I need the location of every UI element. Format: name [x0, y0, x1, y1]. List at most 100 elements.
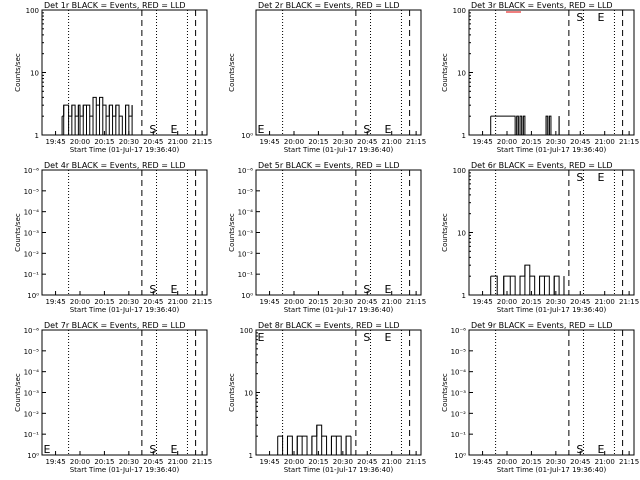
- x-tick-label: 21:15: [192, 298, 212, 306]
- y-tick-label: 100: [453, 7, 466, 15]
- x-tick-label: 20:45: [357, 138, 377, 146]
- plot-frame: [41, 169, 208, 296]
- panel-title: Det 4r BLACK = Events, RED = LLD: [44, 161, 186, 170]
- marker-e: E: [44, 443, 51, 456]
- y-tick-label: 10⁰: [27, 292, 39, 300]
- marker-s: S: [149, 443, 156, 456]
- marker-s: S: [576, 171, 583, 184]
- x-tick-label: 21:00: [168, 458, 188, 466]
- y-tick-label: 100: [453, 167, 466, 175]
- y-tick-label: 10⁻⁶: [451, 327, 467, 335]
- detector-panel-3: Det 3r BLACK = Events, RED = LLD 1 10 100 Co…: [441, 1, 639, 154]
- x-tick-label: 21:00: [168, 138, 188, 146]
- y-tick-label: 10⁻³: [451, 390, 467, 398]
- x-tick-label: 19:45: [472, 458, 492, 466]
- x-tick-label: 20:00: [497, 458, 517, 466]
- panel-title: Det 1r BLACK = Events, RED = LLD: [44, 1, 186, 10]
- y-tick-label: 100: [26, 7, 39, 15]
- marker-s: S: [149, 283, 156, 296]
- y-tick-label: 10⁻¹: [24, 271, 40, 279]
- events-series-line: [277, 424, 351, 456]
- x-axis-label: Start Time (01-Jul-17 19:36:40): [70, 306, 180, 314]
- y-tick-label: 1: [462, 132, 466, 140]
- marker-s: S: [363, 283, 370, 296]
- marker-e: E: [171, 123, 178, 136]
- plot-frame: [468, 329, 635, 456]
- x-axis-label: Start Time (01-Jul-17 19:36:40): [284, 466, 394, 474]
- y-tick-label: 10⁻³: [238, 230, 254, 238]
- detector-panel-5: Det 5r BLACK = Events, RED = LLD 10⁰ 10⁻¹ 1…: [228, 161, 426, 314]
- y-tick-label: 10⁻³: [24, 390, 40, 398]
- x-tick-label: 19:45: [259, 298, 279, 306]
- y-tick-label: 1: [462, 292, 466, 300]
- x-tick-label: 20:45: [143, 298, 163, 306]
- x-tick-label: 21:00: [595, 458, 615, 466]
- x-tick-label: 20:45: [570, 458, 590, 466]
- y-axis-label: Counts/sec: [14, 373, 22, 412]
- y-tick-label: 10⁰: [241, 292, 253, 300]
- y-tick-label: 10⁻²: [24, 250, 40, 258]
- x-tick-label: 21:15: [406, 458, 426, 466]
- x-tick-label: 21:15: [406, 298, 426, 306]
- events-series-line: [490, 264, 565, 296]
- panel-title: Det 5r BLACK = Events, RED = LLD: [258, 161, 400, 170]
- y-tick-label: 10: [457, 230, 466, 238]
- x-tick-label: 20:45: [143, 138, 163, 146]
- x-axis-label: Start Time (01-Jul-17 19:36:40): [70, 466, 180, 474]
- x-tick-label: 20:15: [308, 458, 328, 466]
- y-tick-label: 1: [35, 132, 39, 140]
- x-tick-label: 21:15: [192, 458, 212, 466]
- y-axis-label: Counts/sec: [441, 213, 449, 252]
- y-axis-label: Counts/sec: [441, 373, 449, 412]
- x-tick-label: 21:00: [168, 298, 188, 306]
- marker-e: E: [385, 123, 392, 136]
- y-tick-label: 10: [457, 70, 466, 78]
- x-axis-label: Start Time (01-Jul-17 19:36:40): [497, 466, 607, 474]
- y-tick-label: 10⁰: [27, 452, 39, 460]
- marker-e: E: [385, 283, 392, 296]
- x-tick-label: 20:30: [119, 298, 139, 306]
- x-tick-label: 20:30: [546, 298, 566, 306]
- x-tick-label: 20:15: [308, 298, 328, 306]
- marker-e: E: [598, 11, 605, 24]
- marker-e: E: [598, 443, 605, 456]
- panel-title: Det 6r BLACK = Events, RED = LLD: [471, 161, 613, 170]
- x-tick-label: 21:00: [382, 138, 402, 146]
- x-tick-label: 20:45: [143, 458, 163, 466]
- detector-panel-2: Det 2r BLACK = Events, RED = LLD 10⁰ Count…: [228, 1, 426, 154]
- y-tick-label: 10⁻⁵: [24, 188, 40, 196]
- x-tick-label: 20:45: [357, 458, 377, 466]
- x-tick-label: 20:15: [94, 298, 114, 306]
- x-tick-label: 19:45: [259, 138, 279, 146]
- x-tick-label: 20:30: [119, 138, 139, 146]
- x-tick-label: 21:15: [192, 138, 212, 146]
- y-tick-label: 10⁻⁴: [451, 369, 467, 377]
- plot-frame: [255, 169, 422, 296]
- y-tick-label: 10⁻²: [24, 410, 40, 418]
- x-tick-label: 21:00: [382, 458, 402, 466]
- x-tick-label: 20:15: [521, 298, 541, 306]
- panel-title: Det 7r BLACK = Events, RED = LLD: [44, 321, 186, 330]
- detector-panel-7: Det 7r BLACK = Events, RED = LLD 10⁰ 10⁻¹ 1…: [14, 321, 212, 474]
- marker-e: E: [258, 123, 265, 136]
- x-tick-label: 21:15: [406, 138, 426, 146]
- y-tick-label: 10⁻⁴: [238, 209, 254, 217]
- x-tick-label: 20:30: [333, 298, 353, 306]
- x-tick-label: 19:45: [472, 298, 492, 306]
- x-tick-label: 21:00: [595, 298, 615, 306]
- x-tick-label: 20:30: [333, 138, 353, 146]
- x-axis-label: Start Time (01-Jul-17 19:36:40): [70, 146, 180, 154]
- y-axis-label: Counts/sec: [441, 53, 449, 92]
- y-axis-label: Counts/sec: [228, 213, 236, 252]
- x-tick-label: 20:00: [284, 458, 304, 466]
- x-axis-label: Start Time (01-Jul-17 19:36:40): [284, 146, 394, 154]
- x-tick-label: 20:45: [357, 298, 377, 306]
- x-tick-label: 20:15: [308, 138, 328, 146]
- detector-panel-4: Det 4r BLACK = Events, RED = LLD 10⁰ 10⁻¹ 1…: [14, 161, 212, 314]
- x-tick-label: 20:00: [70, 138, 90, 146]
- x-tick-label: 19:45: [45, 298, 65, 306]
- x-tick-label: 20:00: [284, 298, 304, 306]
- marker-e: E: [171, 283, 178, 296]
- x-tick-label: 20:00: [284, 138, 304, 146]
- detector-panel-6: Det 6r BLACK = Events, RED = LLD 1 10 100 Co…: [441, 161, 639, 314]
